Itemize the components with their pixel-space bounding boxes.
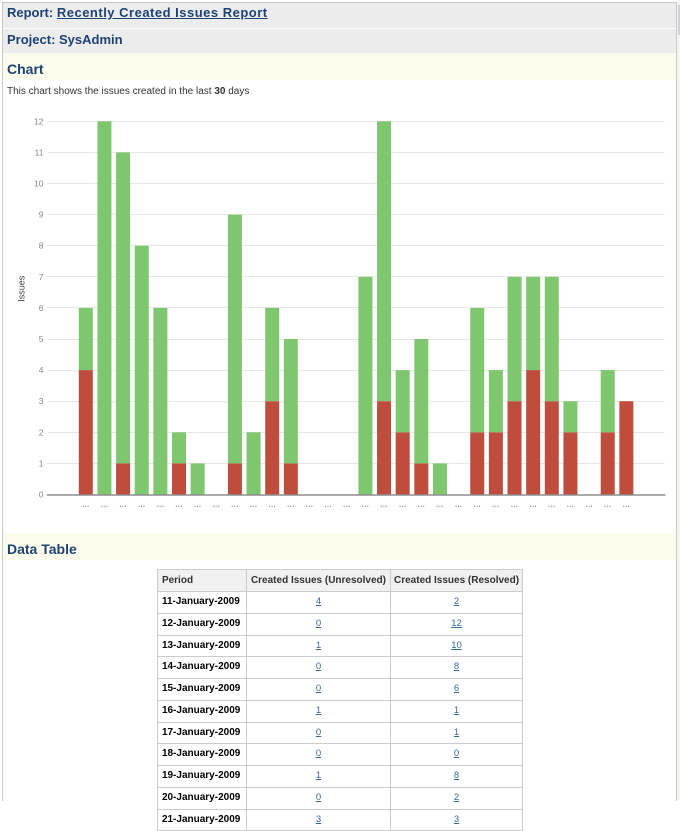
svg-text:4: 4 — [39, 365, 44, 375]
svg-text:10: 10 — [34, 179, 44, 189]
svg-text:2: 2 — [39, 427, 44, 437]
svg-text:7: 7 — [39, 272, 44, 282]
svg-text:Issues: Issues — [17, 275, 27, 302]
svg-text:5: 5 — [39, 334, 44, 344]
svg-text:11: 11 — [35, 147, 44, 157]
svg-text:1: 1 — [39, 458, 44, 468]
svg-text:6: 6 — [39, 303, 44, 313]
svg-text:12: 12 — [34, 116, 44, 126]
svg-text:9: 9 — [39, 210, 44, 220]
svg-text:0: 0 — [39, 490, 44, 500]
svg-text:8: 8 — [39, 241, 44, 251]
svg-text:3: 3 — [39, 396, 44, 406]
